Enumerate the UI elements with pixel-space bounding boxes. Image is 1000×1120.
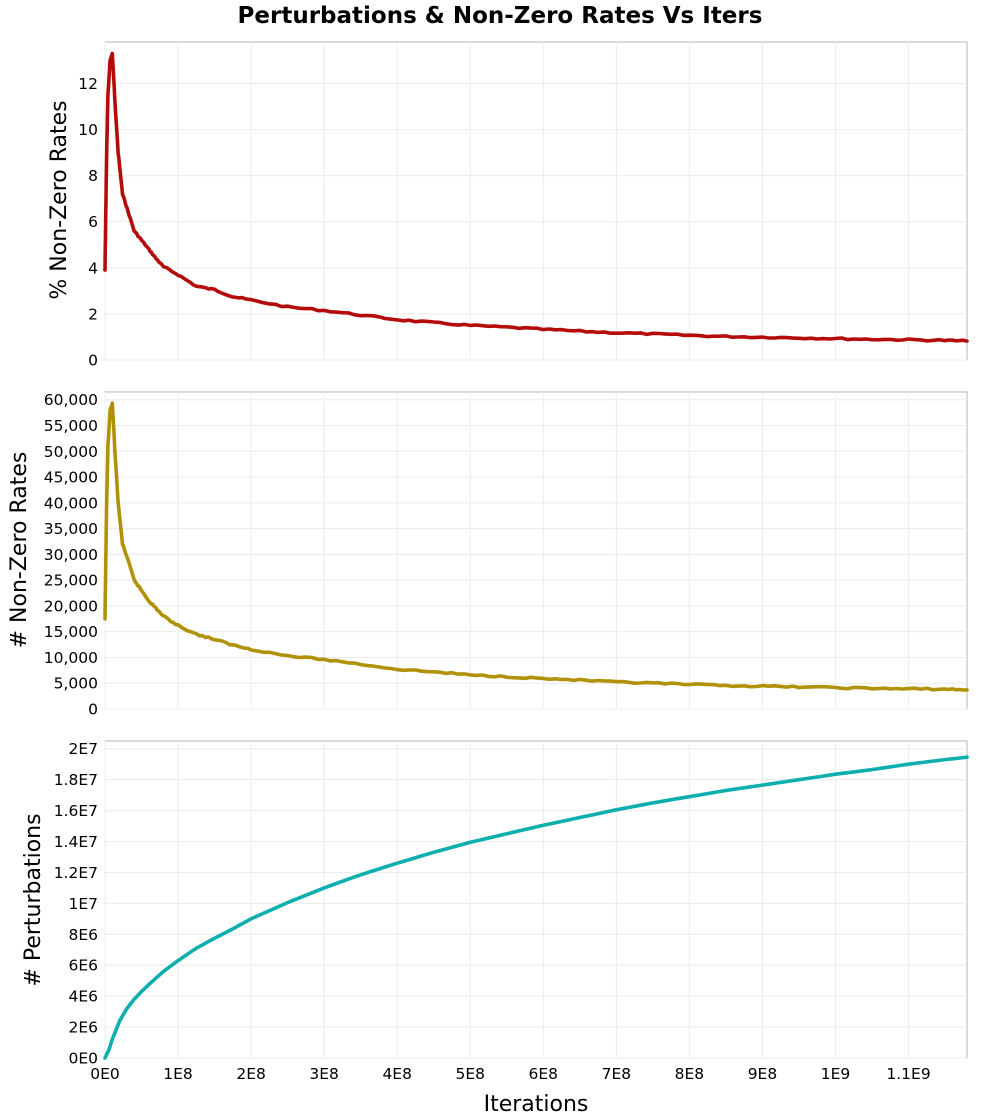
y-tick-label-pert-6: 1.2E7 — [54, 864, 98, 882]
x-tick-label-7: 7E8 — [602, 1065, 632, 1083]
y-tick-label-pct-2: 4 — [88, 259, 98, 277]
y-axis-label-pct: % Non-Zero Rates — [47, 100, 72, 299]
plot-area-pct — [104, 41, 968, 361]
y-tick-label-pct-5: 10 — [78, 121, 98, 139]
y-tick-label-count-12: 60,000 — [44, 391, 98, 409]
x-tick-label-4: 4E8 — [382, 1065, 412, 1083]
y-tick-label-pct-4: 8 — [88, 167, 98, 185]
x-tick-label-5: 5E8 — [455, 1065, 485, 1083]
y-tick-label-count-7: 35,000 — [44, 520, 98, 538]
series-line-pert — [103, 755, 969, 1060]
y-tick-label-pert-1: 2E6 — [68, 1019, 98, 1037]
y-tick-label-pct-6: 12 — [78, 75, 98, 93]
y-tick-label-count-8: 40,000 — [44, 494, 98, 512]
y-tick-label-pert-9: 1.8E7 — [54, 771, 98, 789]
y-tick-label-count-11: 55,000 — [44, 417, 98, 435]
y-tick-label-pert-10: 2E7 — [68, 740, 98, 758]
y-tick-label-pct-1: 2 — [88, 305, 98, 323]
x-tick-label-2: 2E8 — [236, 1065, 266, 1083]
y-tick-label-pert-8: 1.6E7 — [54, 802, 98, 820]
y-tick-label-pert-2: 4E6 — [68, 988, 98, 1006]
panel-pct: 0 2 4 6 8 10 12 % Non-Zero Rates — [47, 41, 969, 370]
x-tick-label-8: 8E8 — [675, 1065, 705, 1083]
plot-area-pert — [104, 740, 968, 1059]
x-tick-label-0: 0E0 — [90, 1065, 120, 1083]
panel-count: 0 5,000 10,000 15,000 20,000 25,000 30,000 35,0… — [7, 391, 969, 719]
y-tick-label-count-6: 30,000 — [44, 546, 98, 564]
y-tick-label-count-4: 20,000 — [44, 597, 98, 615]
series-line-pct — [103, 51, 969, 343]
x-tick-label-9: 9E8 — [748, 1065, 778, 1083]
y-tick-label-pert-5: 1E7 — [68, 895, 98, 913]
y-tick-label-pert-7: 1.4E7 — [54, 833, 98, 851]
y-tick-label-count-3: 15,000 — [44, 623, 98, 641]
x-axis-label: Iterations — [484, 1092, 589, 1117]
x-tick-label-10: 1E9 — [821, 1065, 851, 1083]
y-axis-label-count: # Non-Zero Rates — [7, 452, 32, 649]
y-tick-label-pert-3: 6E6 — [68, 957, 98, 975]
y-tick-label-pct-0: 0 — [88, 352, 98, 370]
chart-title: Perturbations & Non-Zero Rates Vs Iters — [238, 3, 763, 29]
y-tick-label-pert-4: 8E6 — [68, 926, 98, 944]
x-tick-label-11: 1.1E9 — [886, 1065, 930, 1083]
panel-pert: 0E0 2E6 4E6 6E6 8E6 1E7 1.2E7 1.4E7 1.6E7 1.8E7 2E… — [21, 740, 969, 1068]
y-tick-label-count-9: 45,000 — [44, 469, 98, 487]
y-tick-label-count-2: 10,000 — [44, 649, 98, 667]
y-tick-label-count-10: 50,000 — [44, 443, 98, 461]
x-tick-label-3: 3E8 — [309, 1065, 339, 1083]
y-tick-label-count-5: 25,000 — [44, 572, 98, 590]
x-tick-label-1: 1E8 — [163, 1065, 193, 1083]
y-tick-label-count-0: 0 — [88, 701, 98, 719]
series-line-count — [103, 401, 969, 692]
y-tick-label-count-1: 5,000 — [54, 675, 98, 693]
y-tick-label-pert-0: 0E0 — [68, 1050, 98, 1068]
y-axis-label-pert: # Perturbations — [21, 813, 46, 986]
plot-area-count — [104, 391, 968, 710]
x-tick-label-6: 6E8 — [529, 1065, 559, 1083]
y-tick-label-pct-3: 6 — [88, 213, 98, 231]
